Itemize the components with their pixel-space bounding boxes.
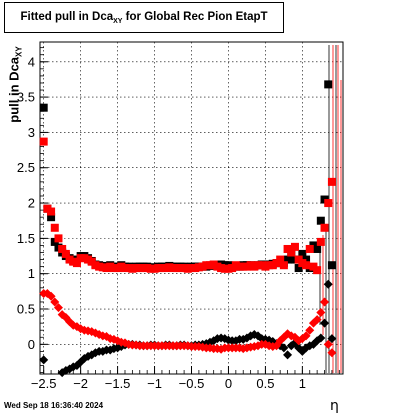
data-point-diamond <box>301 331 311 341</box>
title-box: Fitted pull in DcaXY for Global Rec Pion… <box>4 2 284 33</box>
data-point-square <box>58 244 67 253</box>
data-point-square <box>327 177 336 186</box>
data-point-square <box>47 213 56 222</box>
x-tick-label: 0.5 <box>256 376 274 391</box>
y-tick-label: 0.5 <box>17 302 35 317</box>
data-point-square <box>313 244 322 253</box>
series-4 <box>39 288 337 358</box>
x-tick-label: 1 <box>299 376 306 391</box>
data-point-square <box>320 223 329 232</box>
x-tick-label: −1.5 <box>105 376 131 391</box>
data-point-square <box>298 249 307 258</box>
data-point-square <box>279 261 288 270</box>
y-tick-label: 0 <box>28 337 35 352</box>
series-layer <box>39 80 337 378</box>
data-point-square <box>324 80 333 89</box>
error-bar-layer <box>319 45 342 373</box>
data-point-square <box>61 249 70 258</box>
data-point-diamond <box>323 339 333 349</box>
data-point-square <box>39 103 48 112</box>
y-tick-label: 3.5 <box>17 90 35 105</box>
data-point-square <box>316 216 325 225</box>
data-point-diamond <box>312 315 322 325</box>
data-point-diamond <box>305 325 315 335</box>
data-point-square <box>72 259 81 268</box>
data-point-diamond <box>327 348 337 358</box>
data-point-square <box>294 264 303 273</box>
data-point-diamond <box>323 279 333 289</box>
timestamp: Wed Sep 18 16:36:40 2024 <box>4 401 104 410</box>
data-point-diamond <box>283 350 293 360</box>
data-point-square <box>47 207 56 216</box>
data-point-square <box>39 137 48 146</box>
data-point-diamond <box>327 334 337 344</box>
chart-title: Fitted pull in DcaXY for Global Rec Pion… <box>5 11 283 25</box>
data-point-diamond <box>50 297 60 307</box>
data-point-square <box>290 242 299 251</box>
data-point-square <box>54 234 63 243</box>
x-tick-label: −2 <box>73 376 88 391</box>
title-suffix: for Global Rec Pion EtapT <box>122 11 268 23</box>
x-tick-label: 0 <box>225 376 232 391</box>
data-point-diamond <box>316 333 326 343</box>
data-point-square <box>276 255 285 264</box>
data-point-diamond <box>320 318 330 328</box>
y-tick-label: 2.5 <box>17 160 35 175</box>
ylabel-main: pull in Dca <box>6 56 22 123</box>
axis-layer: −2.5 −2 −1.5 −1 −0.5 0 0.5 1 0 0.5 1 1.5 2 2.5 3 3.5 4 <box>17 47 340 391</box>
x-axis-label: η <box>330 398 339 414</box>
series-3 <box>39 137 336 275</box>
y-tick-label: 1.5 <box>17 231 35 246</box>
plot-frame <box>39 41 344 375</box>
y-tick-label: 1 <box>28 266 35 281</box>
data-point-diamond <box>39 355 49 365</box>
data-point-square <box>287 248 296 257</box>
data-point-square <box>313 266 322 275</box>
x-tick-label: −0.5 <box>179 376 205 391</box>
x-tick-label: −2.5 <box>31 376 57 391</box>
data-point-diamond <box>279 343 289 353</box>
data-point-square <box>305 244 314 253</box>
data-point-diamond <box>320 297 330 307</box>
y-tick-label: 2 <box>28 196 35 211</box>
data-point-diamond <box>53 303 63 313</box>
title-prefix: Fitted pull in Dca <box>20 11 114 23</box>
data-point-square <box>324 199 333 208</box>
data-point-square <box>50 223 59 232</box>
y-axis-label: pull in DcaXY <box>7 40 24 130</box>
y-tick-label: 3 <box>28 125 35 140</box>
title-subscript: XY <box>113 18 123 25</box>
data-point-diamond <box>316 308 326 318</box>
ylabel-subscript: XY <box>14 46 24 57</box>
y-tick-label: 4 <box>28 54 35 69</box>
data-point-square <box>283 255 292 264</box>
data-point-square <box>316 237 325 246</box>
data-point-square <box>327 261 336 270</box>
data-point-diamond <box>46 291 56 301</box>
data-point-square <box>302 261 311 270</box>
grid-layer <box>40 42 343 374</box>
x-tick-label: −1 <box>147 376 162 391</box>
